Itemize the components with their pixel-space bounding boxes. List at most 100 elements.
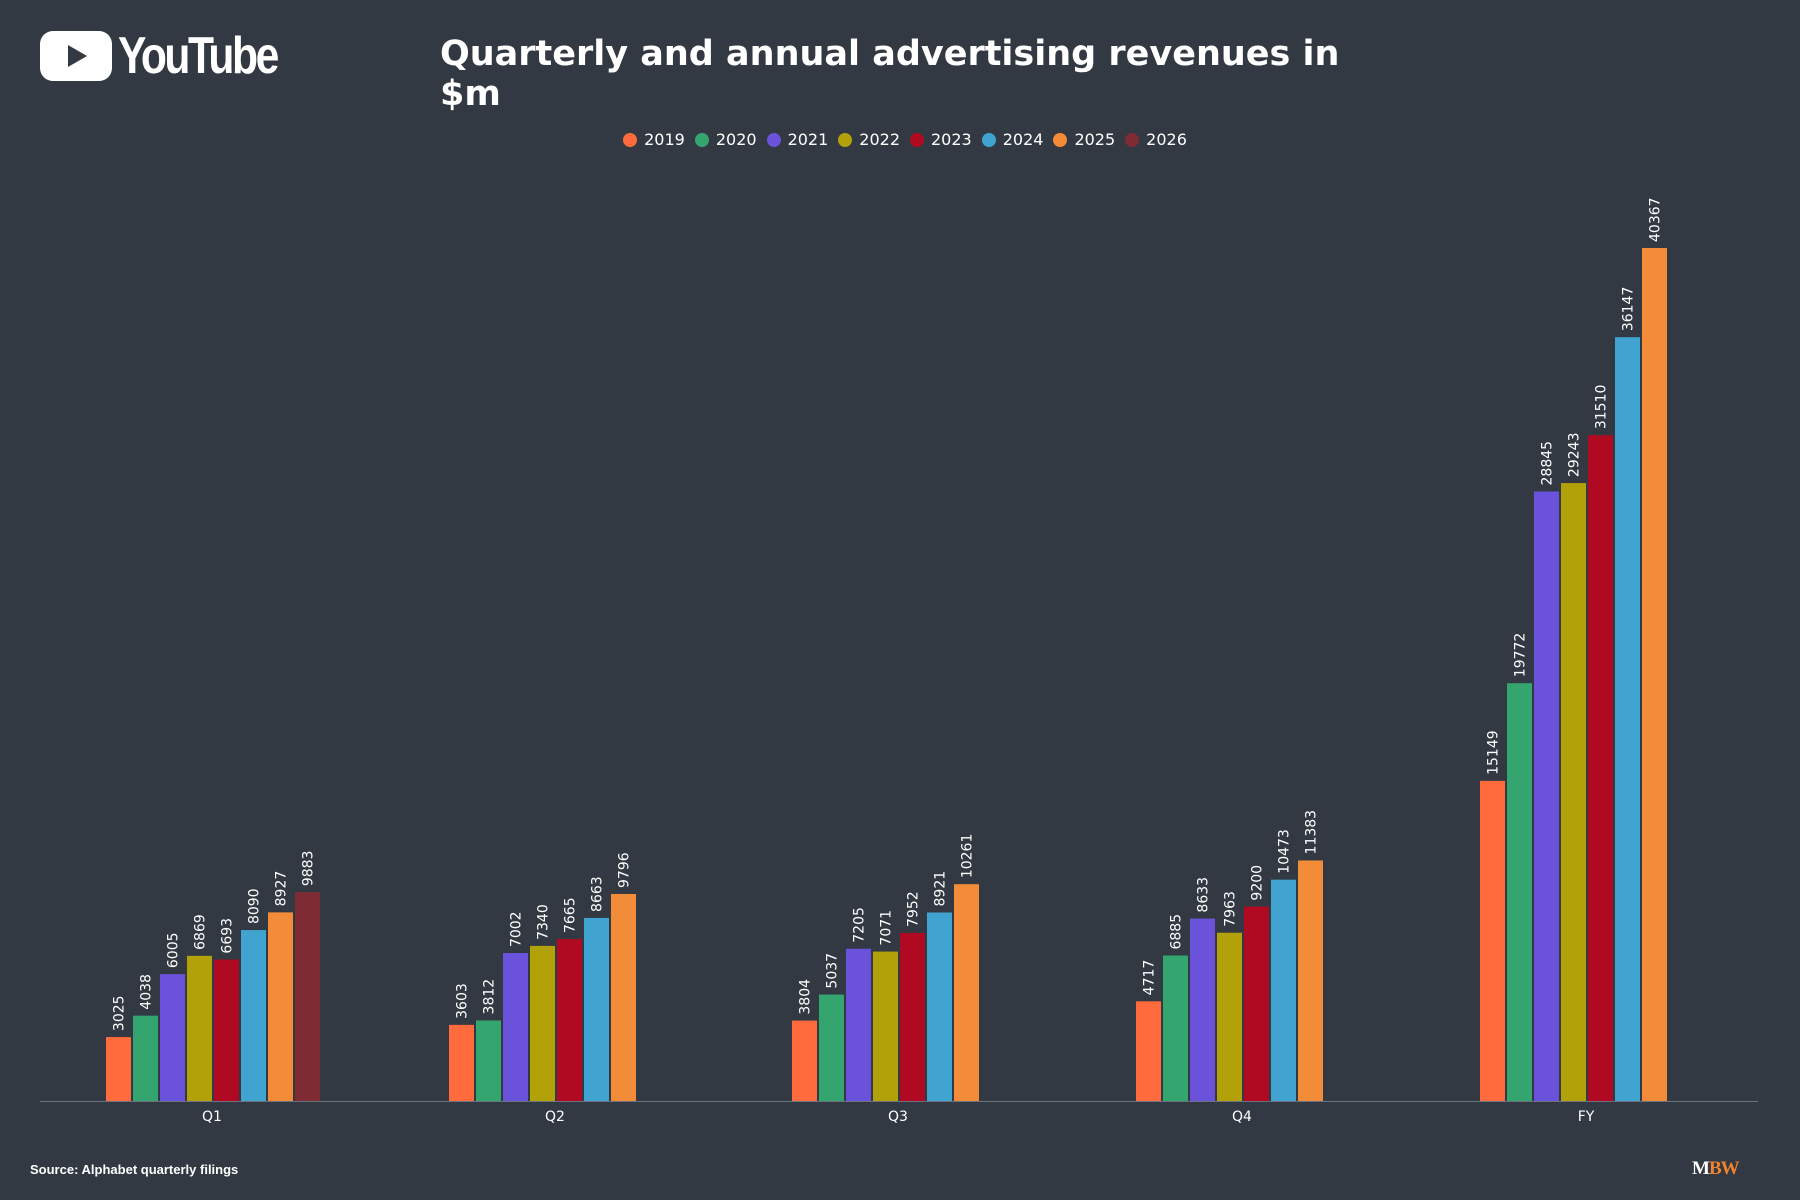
data-label-Q4-2021: 8633 [1196,877,1212,913]
bar-Q2-2025[interactable] [611,893,636,1101]
bar-Q2-2024[interactable] [584,917,609,1101]
data-label-Q4-2020: 6885 [1169,914,1185,950]
data-label-FY-2022: 29243 [1567,433,1583,478]
bar-FY-2023[interactable] [1588,435,1613,1102]
data-label-Q4-2024: 10473 [1277,829,1293,874]
bar-Q4-2023[interactable] [1244,906,1269,1101]
bar-Q3-2024[interactable] [927,912,952,1101]
legend-item-2023[interactable]: 2023 [910,130,972,149]
legend-swatch [694,132,709,147]
data-label-Q3-2023: 7952 [906,891,922,927]
data-label-Q1-2022: 6869 [193,914,209,950]
data-label-Q3-2025: 10261 [960,834,976,879]
legend-item-2021[interactable]: 2021 [766,130,829,149]
x-tick-label-Q1: Q1 [202,1109,222,1125]
bar-Q3-2022[interactable] [873,951,898,1101]
data-label-Q2-2023: 7665 [563,897,579,933]
bar-FY-2022[interactable] [1561,483,1586,1101]
bar-Q1-2022[interactable] [187,955,212,1101]
bar-Q2-2023[interactable] [557,939,582,1101]
bar-FY-2020[interactable] [1507,683,1532,1101]
legend-label: 2023 [931,130,972,149]
legend-item-2019[interactable]: 2019 [623,130,685,149]
bar-Q1-2020[interactable] [133,1015,158,1101]
bar-Q4-2024[interactable] [1271,879,1296,1101]
data-label-Q3-2020: 5037 [825,953,841,989]
data-label-Q2-2024: 8663 [590,876,606,912]
data-label-Q2-2025: 9796 [617,852,633,888]
legend-swatch [910,132,924,147]
data-label-FY-2019: 15149 [1486,730,1502,775]
data-label-FY-2021: 28845 [1540,441,1556,486]
bar-Q4-2020[interactable] [1163,955,1188,1101]
x-tick-label-Q4: Q4 [1232,1109,1252,1125]
bar-Q4-2019[interactable] [1136,1001,1161,1101]
bar-Q4-2021[interactable] [1190,918,1215,1101]
legend-swatch [766,132,781,147]
brand-bw: BW [1708,1158,1740,1179]
x-tick-label-Q3: Q3 [888,1109,908,1125]
legend-label: 2021 [787,130,829,149]
bar-Q1-2024[interactable] [241,930,266,1101]
legend-item-2026[interactable]: 2026 [1125,130,1187,149]
legend-label: 2026 [1146,130,1187,149]
data-label-FY-2024: 36147 [1621,287,1637,332]
logo-wordmark: YouTube [118,27,279,85]
mbw-logo: MBW [1692,1158,1740,1180]
data-label-Q2-2019: 3603 [455,983,471,1019]
data-label-Q1-2024: 8090 [247,888,263,924]
brand-m: M [1692,1158,1710,1179]
legend-swatch [838,132,853,147]
bar-FY-2024[interactable] [1615,337,1640,1101]
bar-FY-2019[interactable] [1480,780,1505,1101]
chart-legend: 2019 2020 2021 2022 2023 2024 2025 2026 [0,130,1800,149]
source-note: Source: Alphabet quarterly filings [30,1162,239,1177]
bar-FY-2021[interactable] [1534,491,1559,1101]
x-tick-label-Q2: Q2 [545,1109,565,1125]
data-label-Q4-2025: 11383 [1304,810,1320,855]
data-label-FY-2020: 19772 [1513,633,1529,678]
legend-item-2024[interactable]: 2024 [981,130,1043,149]
bar-Q2-2022[interactable] [530,945,555,1101]
data-label-Q2-2021: 7002 [509,911,525,947]
bar-Q3-2019[interactable] [792,1020,817,1101]
bar-Q1-2019[interactable] [106,1037,131,1101]
bar-Q1-2025[interactable] [268,912,293,1101]
data-label-Q2-2020: 3812 [482,979,498,1015]
legend-item-2025[interactable]: 2025 [1053,130,1115,149]
legend-label: 2025 [1074,130,1116,149]
bar-Q4-2022[interactable] [1217,932,1242,1101]
legend-swatch [981,132,996,147]
data-label-Q1-2023: 6693 [220,918,236,954]
data-label-Q1-2021: 6005 [166,932,182,968]
bar-Q3-2025[interactable] [954,884,979,1101]
data-label-Q1-2025: 8927 [274,871,290,907]
bar-Q3-2021[interactable] [846,948,871,1101]
data-label-Q2-2022: 7340 [536,904,552,940]
bar-Q1-2021[interactable] [160,974,185,1101]
data-label-Q3-2019: 3804 [798,979,814,1015]
bar-FY-2025[interactable] [1642,248,1667,1101]
youtube-logo: YouTube [40,30,312,82]
legend-label: 2022 [859,130,900,149]
bar-Q1-2023[interactable] [214,959,239,1101]
legend-item-2020[interactable]: 2020 [694,130,757,149]
bar-Q2-2021[interactable] [503,953,528,1101]
bar-Q3-2023[interactable] [900,932,925,1101]
data-label-Q3-2021: 7205 [852,907,868,943]
data-label-Q4-2019: 4717 [1142,960,1158,996]
data-label-FY-2025: 40367 [1648,197,1664,242]
legend-swatch [1125,132,1140,147]
data-label-Q1-2019: 3025 [112,995,128,1031]
bar-Q2-2020[interactable] [476,1020,501,1101]
bar-Q2-2019[interactable] [449,1024,474,1101]
x-tick-label-FY: FY [1578,1109,1595,1125]
bar-Q3-2020[interactable] [819,994,844,1101]
legend-label: 2020 [715,130,757,149]
chart-title: Quarterly and annual advertising revenue… [440,34,1340,114]
bar-Q4-2025[interactable] [1298,860,1323,1101]
data-label-Q3-2022: 7071 [879,910,895,946]
legend-item-2022[interactable]: 2022 [838,130,900,149]
bar-Q1-2026[interactable] [295,892,320,1101]
